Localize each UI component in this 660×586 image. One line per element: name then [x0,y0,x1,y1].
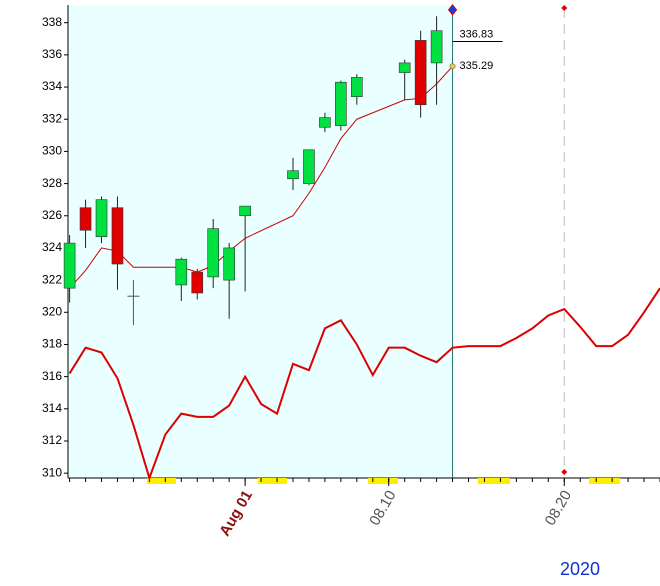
y-tick-label: 338 [42,15,62,29]
weekend-markers [147,478,620,484]
weekend-marker [478,478,510,484]
candle-body [430,30,443,64]
candle-body [175,258,188,286]
candle-body [223,247,235,281]
y-tick-label: 332 [42,111,62,125]
y-tick-label: 318 [42,337,62,351]
y-tick-label: 312 [42,433,62,447]
candle-body [303,149,315,184]
candle-body [414,40,427,106]
dashed-line-marker [561,5,568,11]
x-tick-label: 08.10 [366,487,399,528]
y-tick-label: 324 [42,240,62,254]
candle-body [111,207,124,265]
y-tick-label: 310 [42,465,62,479]
candle-body [207,228,220,278]
weekend-marker [147,478,176,484]
candle-body [287,170,299,180]
dashed-line-marker [561,469,568,475]
weekend-marker [368,478,398,484]
weekend-marker [589,478,620,484]
y-tick-label: 320 [42,304,62,318]
x-tick-label: Aug 01 [216,487,256,539]
candle-body [95,199,108,237]
y-tick-label: 314 [42,401,62,415]
highlight-area [68,5,453,478]
line [68,287,660,482]
y-tick-label: 334 [42,79,62,93]
cursor-marker [447,4,458,16]
y-tick-label: 330 [42,144,62,158]
ma-point [449,63,456,70]
y-tick-label: 326 [42,208,62,222]
x-axis-label: 2020 [560,559,600,579]
candle-body [351,77,363,98]
y-tick-label: 316 [42,369,62,383]
y-tick-label: 336 [42,47,62,61]
candle-body [63,242,76,289]
candle-body [79,207,92,231]
candle-body [191,271,204,294]
y-tick-label: 328 [42,176,62,190]
annotation: 335.29 [460,60,494,72]
y-tick-label: 322 [42,272,62,286]
annotation: 336.83 [460,28,494,40]
candle-body [239,205,251,217]
candle-body [398,62,411,73]
weekend-marker [258,478,287,484]
x-tick-label: 08.20 [542,487,575,528]
candle-body [335,81,347,126]
candle-body [319,117,331,128]
